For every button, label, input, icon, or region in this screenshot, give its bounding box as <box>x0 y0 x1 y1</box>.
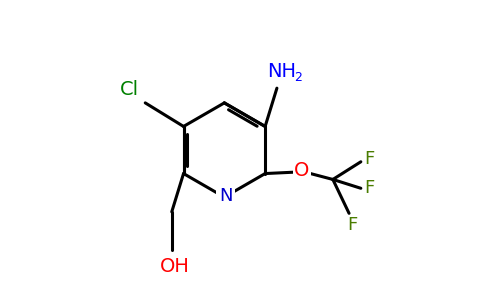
Text: Cl: Cl <box>120 80 138 99</box>
Text: N: N <box>219 187 232 205</box>
Text: OH: OH <box>160 257 190 276</box>
Text: NH: NH <box>267 62 296 82</box>
Text: 2: 2 <box>294 71 302 84</box>
Text: O: O <box>294 161 310 180</box>
Text: F: F <box>347 216 357 234</box>
Text: F: F <box>364 179 374 197</box>
Text: F: F <box>364 150 375 168</box>
